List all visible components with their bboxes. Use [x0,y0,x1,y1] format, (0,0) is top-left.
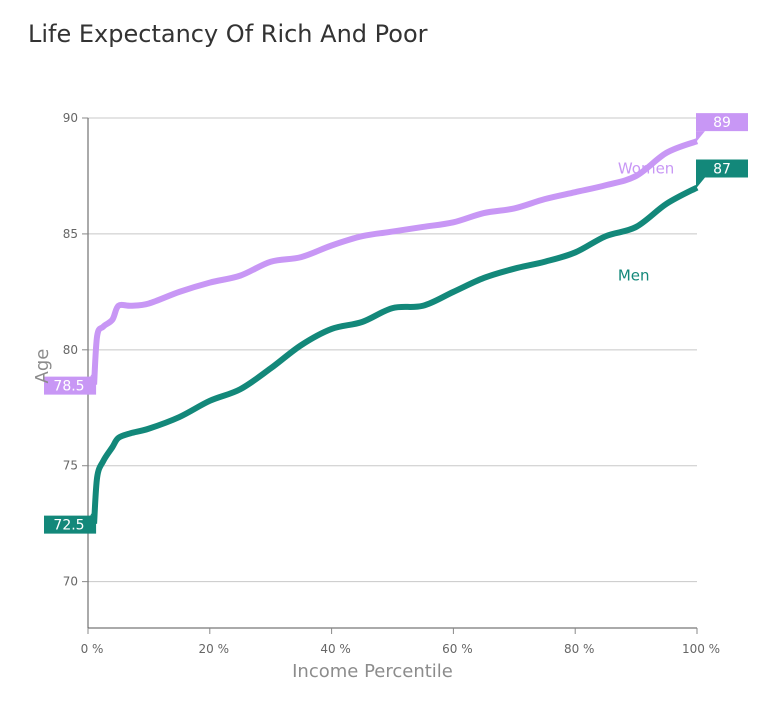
x-tick-label: 0 % [81,642,104,656]
y-tick-label: 85 [63,227,78,241]
end-label-box [696,113,748,132]
series-name-label: Women [618,160,674,178]
series-line-men [91,184,699,524]
y-axis-ticks: 70 75 80 85 90 [63,111,88,589]
x-tick-label: 80 % [564,642,595,656]
x-axis-ticks: 0 % 20 % 40 % 60 % 80 % 100 % [81,628,720,656]
y-tick-label: 75 [63,459,78,473]
series-name-label: Men [618,266,650,284]
start-label-notch [90,505,98,516]
x-axis-label: Income Percentile [292,661,453,682]
start-value-label: 78.5 [53,379,84,395]
start-label-box [44,376,97,395]
end-label-notch [696,177,705,189]
chart-title: Life Expectancy Of Rich And Poor [28,20,428,48]
y-tick-label: 80 [63,343,78,357]
y-tick-label: 90 [63,111,78,125]
end-label-box [696,159,748,178]
x-tick-label: 60 % [442,642,473,656]
x-tick-label: 20 % [199,642,230,656]
series-line-women [91,138,699,385]
axes [87,118,697,629]
y-tick-label: 70 [63,575,78,589]
x-tick-label: 100 % [682,642,720,656]
series-labels: 78.5 89 Women 72.5 87 Men [44,113,748,534]
y-axis-label: Age [32,349,53,384]
series-lines [91,138,699,524]
end-value-label: 89 [713,115,731,131]
start-label-notch [90,366,98,377]
end-label-notch [696,131,705,143]
start-label-box [44,515,97,534]
end-value-label: 87 [713,162,731,178]
start-value-label: 72.5 [53,518,84,534]
x-tick-label: 40 % [320,642,351,656]
